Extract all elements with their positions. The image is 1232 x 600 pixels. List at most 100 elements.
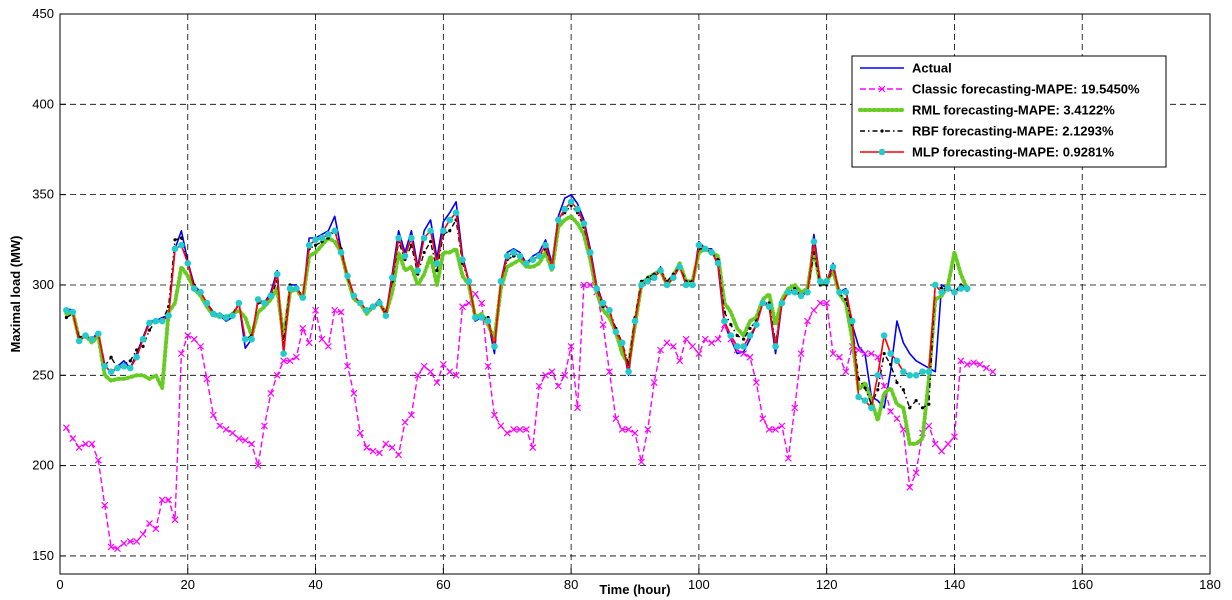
data-point [135, 348, 139, 352]
data-point [273, 371, 281, 379]
data-point [927, 402, 931, 406]
data-point [299, 324, 307, 332]
data-point [147, 328, 152, 332]
data-point [235, 299, 243, 307]
data-point [888, 362, 893, 367]
data-point [914, 398, 918, 403]
data-point [925, 368, 933, 375]
data-point [448, 229, 452, 233]
data-point [650, 274, 658, 282]
data-point [895, 380, 899, 385]
data-point [344, 272, 351, 280]
data-point [542, 371, 549, 379]
data-point [395, 234, 402, 242]
data-point [414, 371, 422, 379]
data-point [765, 303, 773, 310]
data-point [599, 299, 607, 307]
data-point [612, 415, 620, 423]
data-point [561, 205, 569, 213]
data-point [951, 288, 958, 296]
data-point [179, 236, 183, 240]
data-point [887, 350, 894, 357]
data-point [708, 339, 716, 347]
data-point [177, 350, 185, 358]
data-point [957, 285, 965, 292]
data-point [599, 321, 607, 329]
data-point [797, 292, 805, 300]
data-point [446, 368, 454, 376]
data-point [484, 362, 492, 370]
data-point [938, 288, 945, 296]
data-point [331, 227, 339, 235]
data-point [420, 234, 428, 242]
data-point [535, 252, 543, 260]
data-point [75, 444, 83, 451]
data-point [593, 285, 600, 292]
data-point [94, 456, 102, 464]
data-point [823, 278, 830, 285]
data-point [184, 332, 192, 339]
data-point [401, 418, 409, 426]
data-point [759, 415, 767, 423]
data-point [772, 426, 779, 433]
data-point [963, 361, 971, 368]
data-point [982, 364, 990, 372]
data-point [261, 422, 268, 430]
data-point [109, 355, 113, 359]
data-point [580, 220, 588, 227]
data-point [497, 422, 505, 430]
data-point [944, 285, 952, 292]
data-point [209, 411, 217, 419]
legend-box [851, 55, 1167, 168]
y-tick-label: 450 [32, 6, 54, 21]
data-point [75, 337, 83, 345]
data-point [637, 458, 645, 466]
data-point [318, 335, 326, 343]
data-point [882, 352, 886, 356]
data-point [101, 501, 109, 509]
data-point [171, 245, 179, 253]
data-point [516, 252, 524, 260]
data-point [133, 538, 141, 545]
data-point [976, 361, 984, 368]
data-point [970, 359, 978, 367]
data-point [273, 270, 281, 278]
data-point [312, 306, 319, 314]
data-point [363, 444, 371, 451]
data-point [863, 386, 867, 390]
data-point [497, 278, 505, 285]
data-point [638, 281, 645, 289]
data-point [133, 353, 140, 361]
series-1 [62, 281, 997, 553]
data-point [95, 330, 102, 338]
data-point [382, 440, 390, 448]
data-point [957, 357, 965, 365]
data-point [951, 433, 958, 441]
data-point [842, 288, 850, 296]
data-point [312, 236, 319, 244]
data-point [88, 440, 96, 448]
x-axis-title: Time (hour) [599, 582, 670, 597]
data-point [836, 288, 843, 296]
data-point [816, 299, 824, 307]
data-point [350, 389, 358, 397]
data-point [670, 274, 677, 282]
data-point [606, 368, 613, 376]
data-point [753, 321, 760, 329]
data-point [855, 393, 862, 401]
data-point [165, 312, 172, 319]
data-point [184, 259, 192, 267]
data-point [452, 209, 460, 217]
data-point [912, 469, 920, 477]
data-point [880, 332, 888, 339]
data-point [689, 342, 696, 350]
data-point [689, 281, 696, 289]
data-point [388, 444, 396, 451]
legend: Actual Classic forecasting-MAPE: 19.5450%… [851, 55, 1167, 168]
data-point [395, 451, 403, 459]
data-point [408, 234, 415, 242]
data-point [171, 516, 179, 524]
data-point [305, 241, 313, 249]
data-point [465, 278, 473, 285]
data-point [107, 368, 115, 375]
